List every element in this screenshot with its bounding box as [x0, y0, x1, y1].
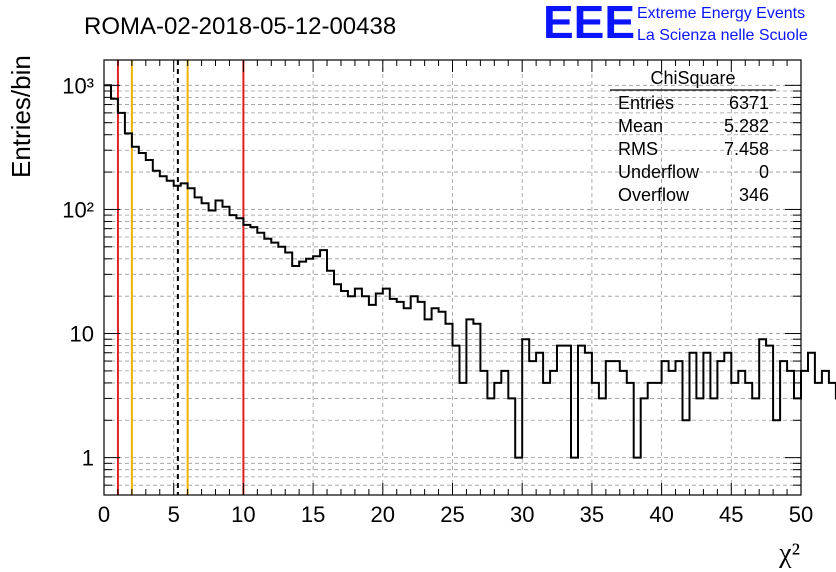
y-tick-label: 1 — [82, 446, 94, 471]
stats-row-label: Overflow — [618, 185, 690, 205]
stats-row-value: 346 — [739, 185, 769, 205]
x-tick-label: 30 — [510, 502, 534, 527]
eee-logo-mark: EEE — [543, 0, 635, 48]
stats-box-title: ChiSquare — [650, 68, 735, 88]
eee-logo-line1: Extreme Energy Events — [637, 5, 805, 22]
x-tick-label: 50 — [789, 502, 813, 527]
axis-ticks — [103, 60, 802, 496]
stats-row-value: 7.458 — [724, 139, 769, 159]
stats-row-value: 0 — [759, 162, 769, 182]
stats-row-label: Mean — [618, 116, 663, 136]
x-tick-label: 15 — [301, 502, 325, 527]
chart-title: ROMA-02-2018-05-12-00438 — [84, 13, 396, 40]
histogram-series — [104, 84, 836, 459]
y-tick-labels: 1 10 10² 10³ — [62, 73, 94, 470]
stats-row-label: Entries — [618, 93, 674, 113]
x-tick-label: 10 — [231, 502, 255, 527]
x-tick-label: 20 — [371, 502, 395, 527]
eee-logo-line2: La Scienza nelle Scuole — [637, 27, 808, 44]
y-axis-title: Entries/bin — [6, 55, 36, 178]
eee-logo: EEE Extreme Energy Events La Scienza nel… — [543, 0, 808, 48]
x-axis-title: χ² — [778, 538, 800, 569]
y-tick-label: 10² — [62, 197, 94, 222]
stats-row-label: Underflow — [618, 162, 700, 182]
histogram-step-line — [104, 84, 836, 459]
x-tick-label: 0 — [98, 502, 110, 527]
stats-row-value: 6371 — [729, 93, 769, 113]
y-tick-label: 10³ — [62, 73, 94, 98]
x-tick-label: 25 — [440, 502, 464, 527]
stats-rows: Entries 6371 Mean 5.282 RMS 7.458 Underflow 0 Ov… — [618, 93, 769, 205]
stats-row-label: RMS — [618, 139, 658, 159]
y-tick-label: 10 — [70, 322, 94, 347]
stats-box: ChiSquare Entries 6371 Mean 5.282 RMS 7.458 Un… — [610, 68, 776, 205]
x-tick-label: 5 — [168, 502, 180, 527]
stats-row-value: 5.282 — [724, 116, 769, 136]
x-tick-label: 45 — [719, 502, 743, 527]
x-tick-label: 40 — [649, 502, 673, 527]
x-tick-labels: 0 5 10 15 20 25 30 35 40 45 50 — [98, 502, 813, 527]
x-tick-label: 35 — [580, 502, 604, 527]
